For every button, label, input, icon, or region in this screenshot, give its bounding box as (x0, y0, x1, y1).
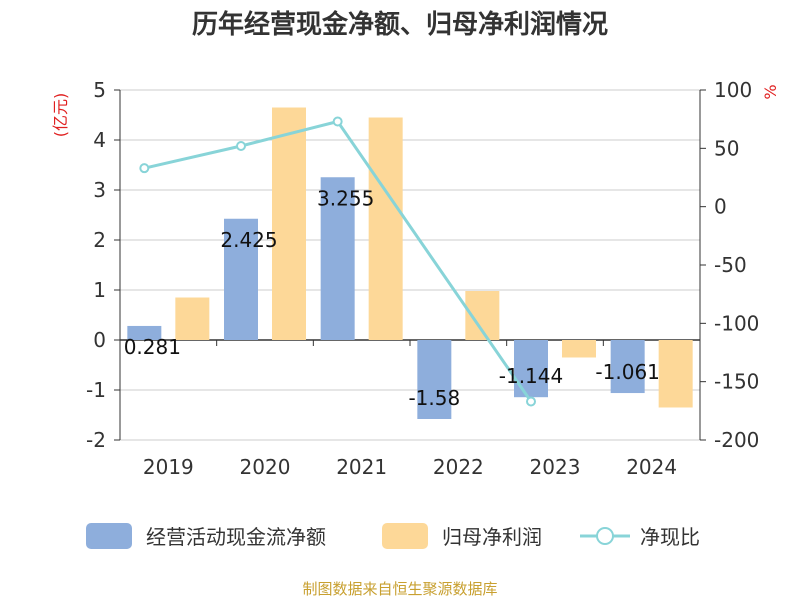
data-labels: 0.281 2.425 3.255 -1.58 -1.144 -1.061 (124, 186, 660, 410)
ratio-point (332, 116, 343, 127)
category-label: 2022 (433, 455, 484, 479)
right-tick-label: -200 (714, 428, 759, 452)
right-tick-label: 100 (714, 78, 752, 102)
right-tick-label: -50 (714, 253, 747, 277)
axes: 5 4 3 2 1 0 -1 -2 100 50 0 -50 -100 -150 -200 2019 2020 2… (86, 78, 759, 479)
left-tick-label: 4 (93, 128, 106, 152)
legend: 经营活动现金流净额 归母净利润 净现比 (86, 523, 700, 549)
cashflow-data-label: 3.255 (317, 186, 374, 210)
right-tick-label: -150 (714, 370, 759, 394)
bar-cashflow (127, 325, 162, 340)
right-axis-unit: % (761, 84, 780, 99)
left-tick-label: 5 (93, 78, 106, 102)
bar-cashflow (224, 218, 258, 340)
category-label: 2019 (143, 455, 194, 479)
legend-label-cashflow: 经营活动现金流净额 (146, 525, 326, 549)
bar-netprofit (175, 297, 210, 340)
bar-netprofit (272, 107, 306, 340)
legend-marker-ratio (596, 527, 614, 545)
right-tick-label: -100 (714, 311, 759, 335)
cashflow-data-label: -1.061 (595, 360, 659, 384)
legend-swatch-cashflow (86, 523, 132, 549)
left-tick-label: 2 (93, 228, 106, 252)
chart-title: 历年经营现金净额、归母净利润情况 (191, 10, 608, 40)
left-tick-label: 3 (93, 178, 106, 202)
legend-swatch-netprofit (382, 523, 428, 549)
cashflow-data-label: -1.144 (499, 364, 563, 388)
category-label: 2024 (626, 455, 677, 479)
category-label: 2020 (240, 455, 291, 479)
left-tick-label: 0 (93, 328, 106, 352)
ratio-line-path (143, 119, 533, 403)
left-tick-label: -1 (86, 378, 106, 402)
cashflow-data-label: 0.281 (124, 335, 181, 359)
bar-cashflow (320, 177, 355, 340)
bar-netprofit (562, 340, 596, 358)
cashflow-data-label: -1.58 (408, 386, 460, 410)
ratio-line (139, 116, 536, 407)
legend-label-ratio: 净现比 (640, 525, 700, 549)
bar-cashflow (417, 340, 452, 419)
legend-label-netprofit: 归母净利润 (442, 525, 542, 549)
bar-netprofit (368, 117, 403, 340)
left-tick-label: 1 (93, 278, 106, 302)
bars (127, 107, 693, 419)
right-tick-label: 50 (714, 136, 739, 160)
ratio-point (236, 141, 246, 151)
right-tick-label: 0 (714, 195, 727, 219)
left-tick-label: -2 (86, 428, 106, 452)
cashflow-data-label: 2.425 (220, 228, 277, 252)
left-axis-unit: (亿元) (51, 93, 70, 138)
source-note: 制图数据来自恒生聚源数据库 (302, 580, 498, 598)
bar-cashflow (610, 340, 645, 394)
ratio-point (526, 396, 536, 407)
category-label: 2021 (336, 455, 387, 479)
ratio-point (139, 163, 150, 174)
category-label: 2023 (530, 455, 581, 479)
bar-netprofit (658, 340, 693, 408)
